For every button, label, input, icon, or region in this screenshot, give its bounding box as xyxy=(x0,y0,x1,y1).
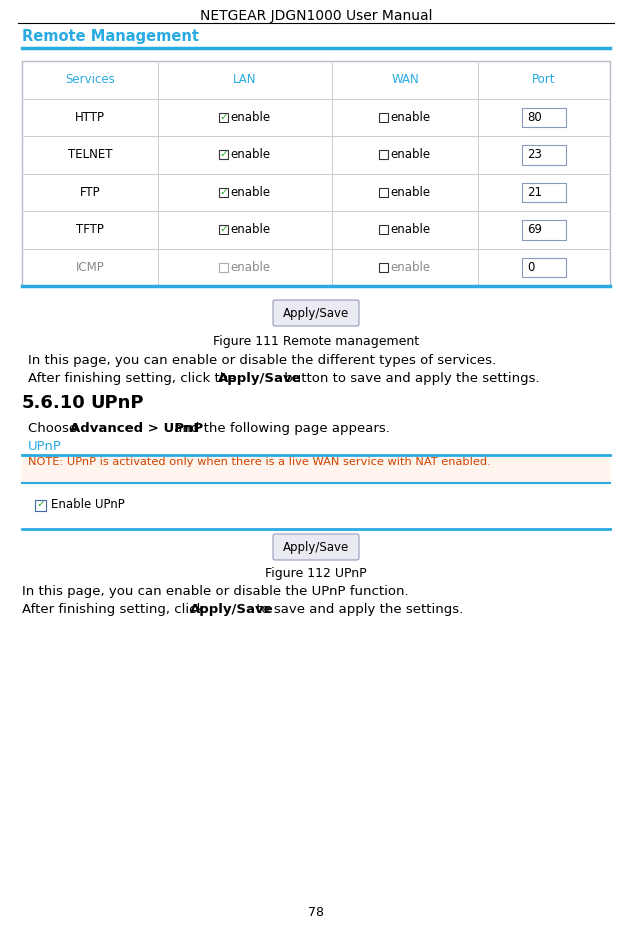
Bar xyxy=(379,150,387,159)
Text: UPnP: UPnP xyxy=(90,394,143,412)
Text: Figure 112 UPnP: Figure 112 UPnP xyxy=(265,567,367,580)
Bar xyxy=(522,220,566,239)
Text: FTP: FTP xyxy=(80,186,100,198)
Text: to save and apply the settings.: to save and apply the settings. xyxy=(252,603,463,616)
Text: After finishing setting, click: After finishing setting, click xyxy=(22,603,209,616)
Text: After finishing setting, click the: After finishing setting, click the xyxy=(28,372,241,385)
Text: Apply/Save: Apply/Save xyxy=(190,603,274,616)
Bar xyxy=(22,455,610,483)
Text: Advanced > UPnP: Advanced > UPnP xyxy=(70,422,203,435)
Bar xyxy=(379,263,387,272)
Bar xyxy=(522,258,566,277)
Text: button to save and apply the settings.: button to save and apply the settings. xyxy=(280,372,540,385)
Text: enable: enable xyxy=(231,261,270,274)
Text: Apply/Save: Apply/Save xyxy=(218,372,301,385)
Text: 80: 80 xyxy=(527,111,542,124)
Text: Enable UPnP: Enable UPnP xyxy=(51,498,125,511)
Text: Apply/Save: Apply/Save xyxy=(283,541,349,554)
Text: enable: enable xyxy=(231,186,270,198)
Text: enable: enable xyxy=(391,111,430,124)
Text: ICMP: ICMP xyxy=(76,261,104,274)
Text: enable: enable xyxy=(391,261,430,274)
Text: Port: Port xyxy=(532,74,556,87)
Bar xyxy=(219,225,228,235)
FancyBboxPatch shape xyxy=(273,300,359,326)
Text: In this page, you can enable or disable the different types of services.: In this page, you can enable or disable … xyxy=(28,354,496,367)
Text: enable: enable xyxy=(391,186,430,198)
Text: ✓: ✓ xyxy=(219,224,228,235)
Text: 78: 78 xyxy=(308,906,324,919)
Text: enable: enable xyxy=(231,148,270,161)
Text: NETGEAR JDGN1000 User Manual: NETGEAR JDGN1000 User Manual xyxy=(200,9,432,23)
Bar xyxy=(219,150,228,159)
Text: Remote Management: Remote Management xyxy=(22,29,199,44)
Text: enable: enable xyxy=(391,223,430,236)
Bar xyxy=(379,225,387,235)
Text: ✓: ✓ xyxy=(36,500,45,509)
Text: enable: enable xyxy=(391,148,430,161)
Text: ✓: ✓ xyxy=(219,187,228,196)
Bar xyxy=(219,263,228,272)
Bar xyxy=(219,188,228,196)
Bar xyxy=(22,61,610,286)
Text: and the following page appears.: and the following page appears. xyxy=(170,422,390,435)
Text: 23: 23 xyxy=(527,148,542,161)
Text: TELNET: TELNET xyxy=(68,148,112,161)
Bar xyxy=(522,182,566,202)
Bar xyxy=(522,145,566,165)
Bar xyxy=(379,188,387,196)
Text: 5.6.10: 5.6.10 xyxy=(22,394,86,412)
Text: In this page, you can enable or disable the UPnP function.: In this page, you can enable or disable … xyxy=(22,585,409,598)
Text: WAN: WAN xyxy=(391,74,419,87)
Bar xyxy=(35,500,46,510)
Text: Figure 111 Remote management: Figure 111 Remote management xyxy=(213,335,419,348)
Text: ✓: ✓ xyxy=(219,149,228,159)
Text: enable: enable xyxy=(231,111,270,124)
Text: ✓: ✓ xyxy=(219,112,228,122)
Text: 21: 21 xyxy=(527,186,542,198)
Bar xyxy=(522,107,566,127)
FancyBboxPatch shape xyxy=(273,534,359,560)
Text: Apply/Save: Apply/Save xyxy=(283,306,349,319)
Bar xyxy=(379,113,387,122)
Text: HTTP: HTTP xyxy=(75,111,105,124)
Text: 69: 69 xyxy=(527,223,542,236)
Text: Services: Services xyxy=(65,74,115,87)
Text: 0: 0 xyxy=(527,261,535,274)
Text: LAN: LAN xyxy=(233,74,257,87)
Text: UPnP: UPnP xyxy=(28,440,62,453)
Text: TFTP: TFTP xyxy=(76,223,104,236)
Text: NOTE: UPnP is activated only when there is a live WAN service with NAT enabled.: NOTE: UPnP is activated only when there … xyxy=(28,457,491,467)
Text: Choose: Choose xyxy=(28,422,82,435)
Text: enable: enable xyxy=(231,223,270,236)
Bar xyxy=(219,113,228,122)
